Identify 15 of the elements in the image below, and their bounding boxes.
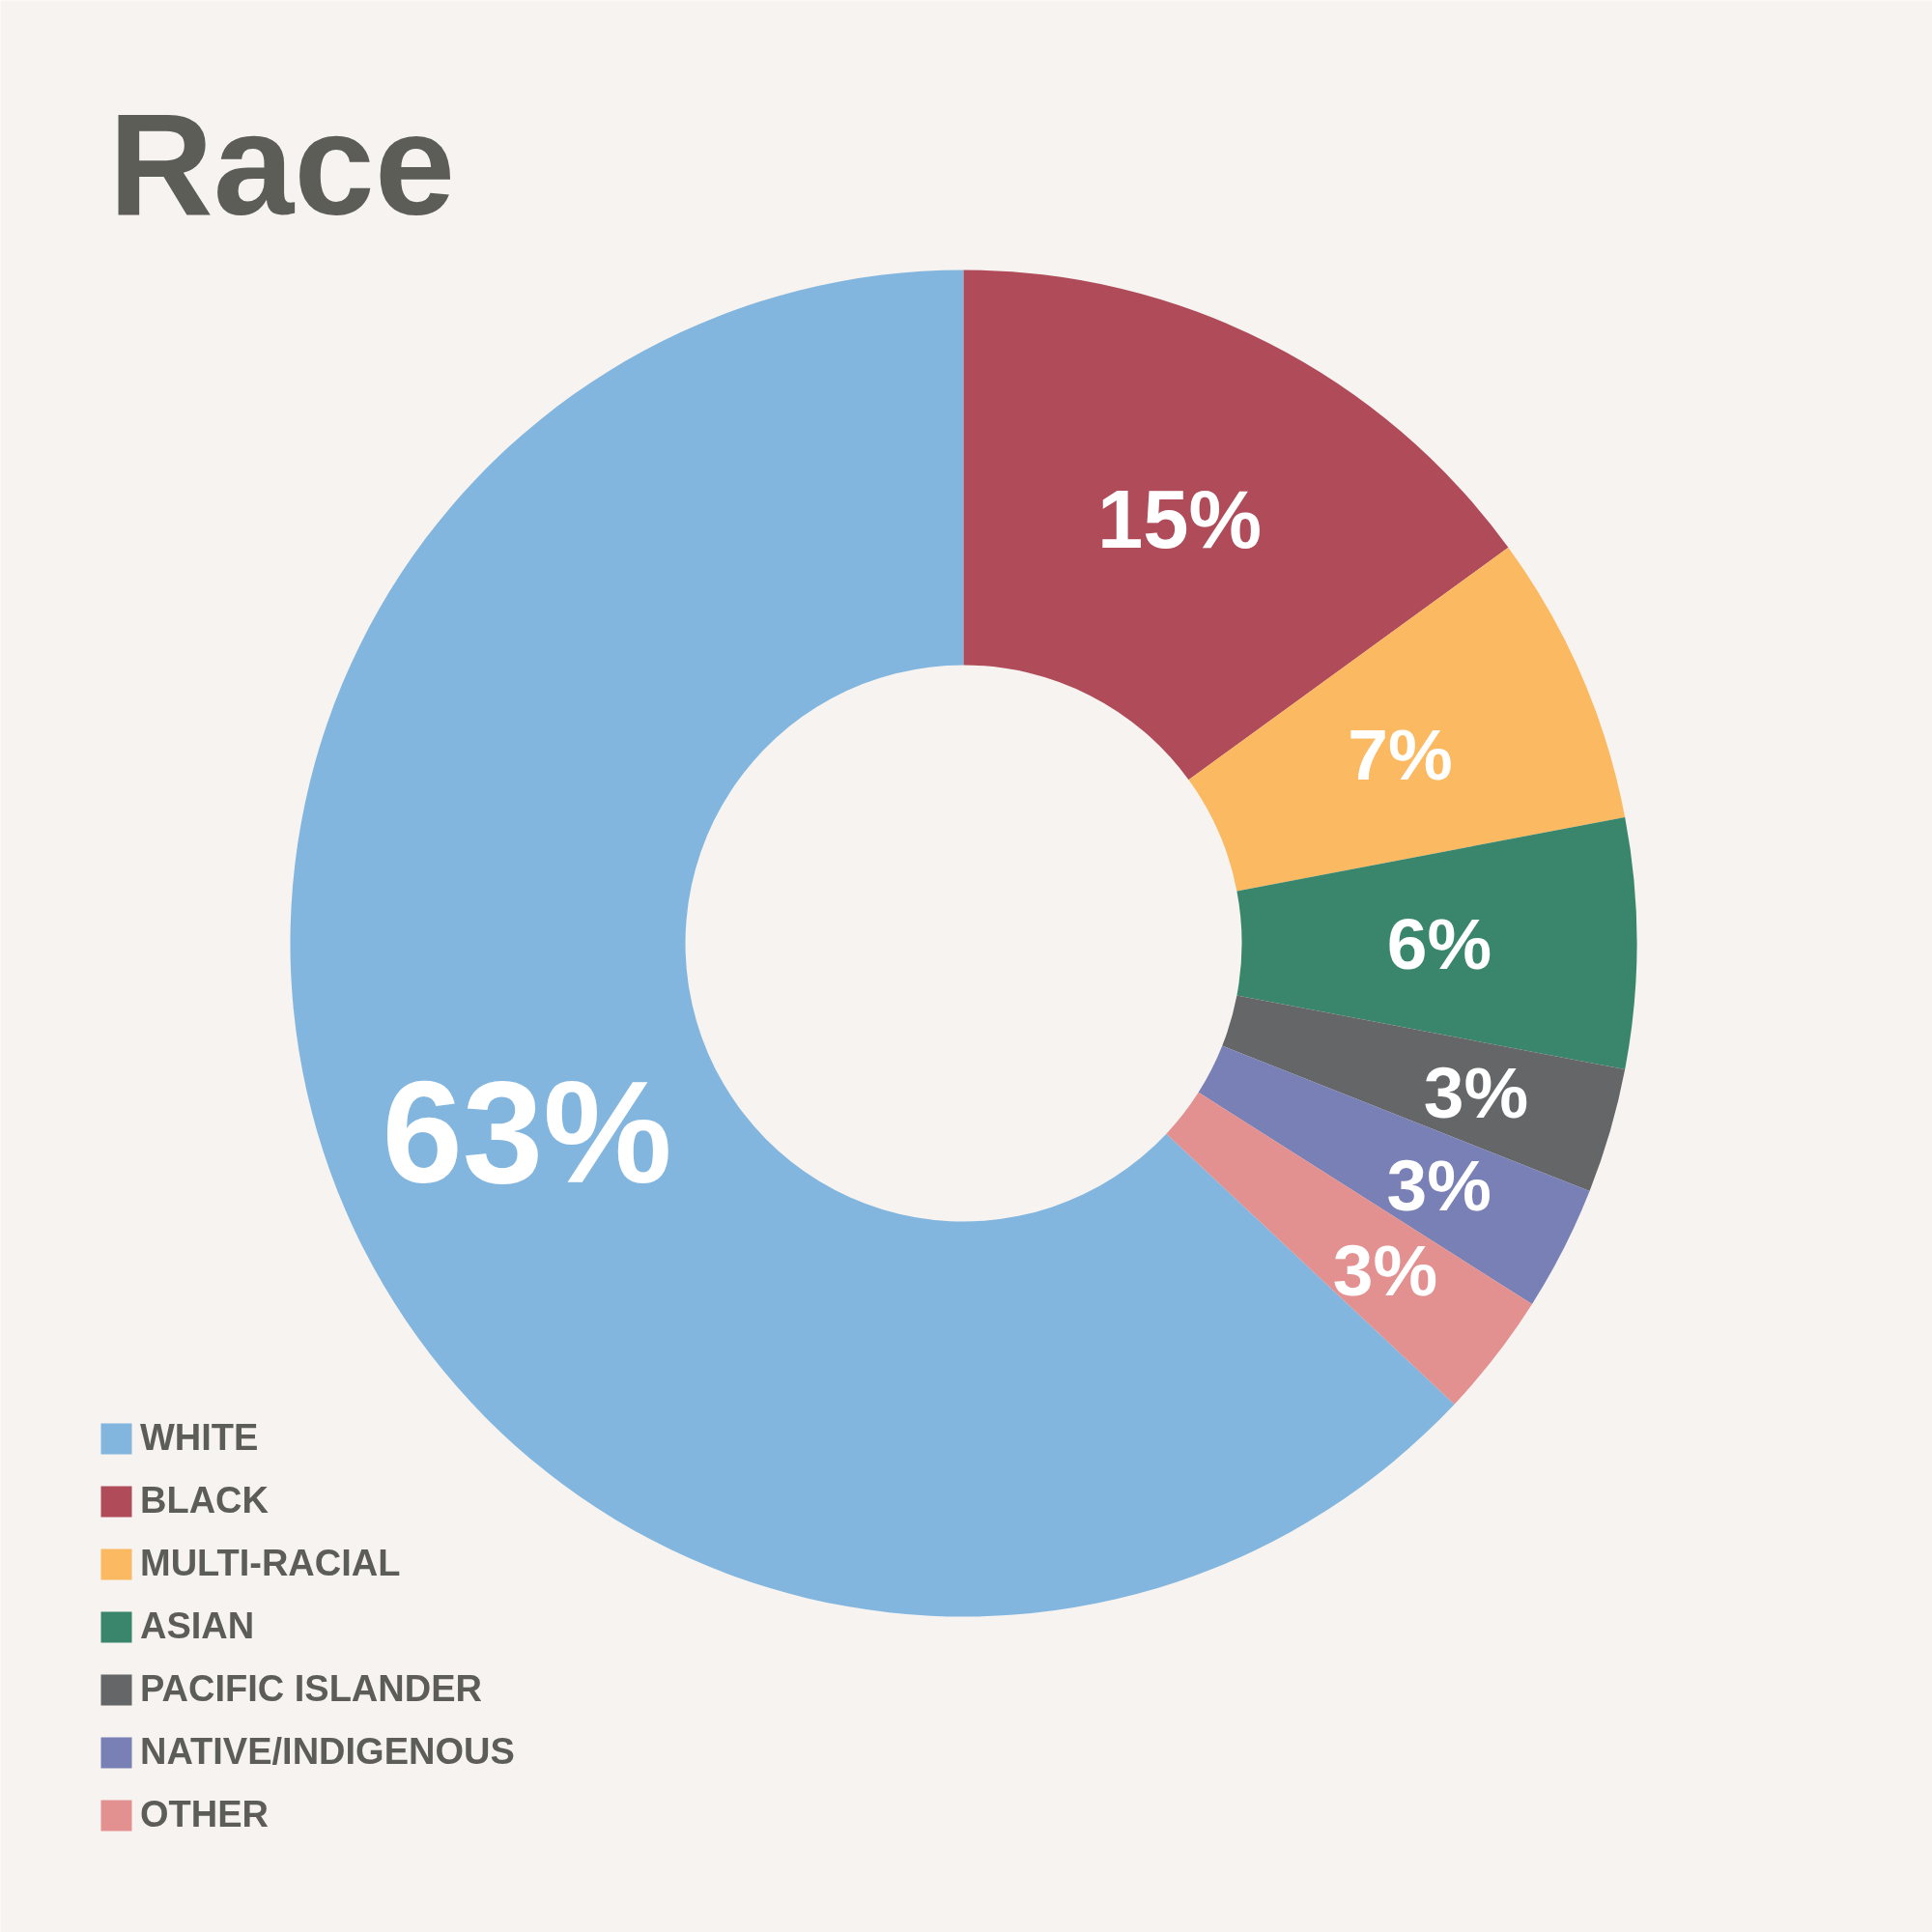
data-label: 6% — [1386, 902, 1492, 984]
legend-label: MULTI-RACIAL — [140, 1543, 401, 1584]
chart-title: Race — [108, 82, 456, 245]
legend-label: NATIVE/INDIGENOUS — [140, 1731, 515, 1773]
data-label: 3% — [1386, 1145, 1492, 1227]
data-label: 15% — [1097, 473, 1263, 566]
legend-label: PACIFIC ISLANDER — [140, 1668, 482, 1710]
data-label: 7% — [1348, 713, 1453, 795]
data-label: 63% — [382, 1051, 672, 1214]
data-label: 3% — [1332, 1230, 1438, 1312]
legend-label: WHITE — [140, 1417, 259, 1459]
legend-label: BLACK — [140, 1480, 269, 1521]
data-label: 3% — [1423, 1051, 1529, 1133]
legend-label: ASIAN — [140, 1605, 255, 1647]
legend-label: OTHER — [140, 1794, 269, 1835]
